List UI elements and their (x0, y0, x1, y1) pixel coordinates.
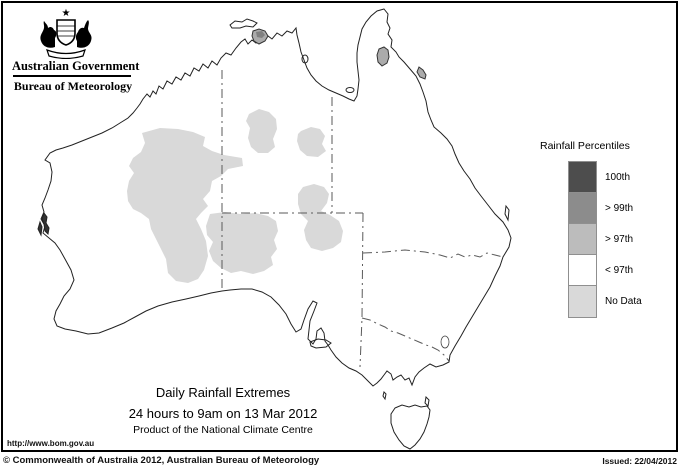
emu-icon (75, 20, 92, 48)
no-data-region-wa-central (127, 128, 243, 283)
no-data-region-nt-sa-centre (298, 184, 343, 251)
legend-title: Rainfall Percentiles (540, 140, 630, 152)
legend-label: < 97th (605, 265, 634, 276)
extreme-region-qld-coast (416, 66, 427, 80)
legend-row: 100th (540, 161, 678, 194)
legend-swatch (568, 192, 597, 225)
legend-swatch (568, 285, 597, 318)
legend-row: > 97th (540, 223, 678, 256)
no-data-regions (127, 109, 343, 283)
state-border-qld-nsw (362, 249, 504, 259)
no-data-region-nt-east (297, 127, 326, 157)
legend-label: > 99th (605, 203, 634, 214)
state-border-nsw-vic (361, 317, 450, 362)
commonwealth-star-icon: ★ (62, 8, 71, 19)
flinders-island (424, 395, 430, 408)
fraser-island (504, 204, 510, 222)
rainfall-percentiles-legend: Rainfall Percentiles 100th > 99th > 97th < … (540, 140, 678, 318)
state-border-sa-east (359, 212, 364, 368)
no-data-region-sa-west (206, 212, 278, 274)
extreme-region-qld-west (376, 46, 390, 67)
copyright-label: © Commonwealth of Australia 2012, Austra… (3, 455, 320, 466)
legend-swatch (568, 254, 597, 287)
king-island (382, 391, 387, 401)
no-data-region-nt-west (246, 109, 277, 153)
bureau-of-meteorology-label: Bureau of Meteorology (13, 79, 133, 93)
australian-coat-of-arms-icon: ★ (40, 8, 92, 59)
melville-island (229, 18, 258, 29)
australian-government-label: Australian Government (12, 59, 140, 73)
map-subtitle-period: 24 hours to 9am on 13 Mar 2012 (128, 406, 318, 421)
shield-icon (56, 19, 76, 46)
shark-bay-inlets (37, 211, 50, 237)
bom-url-label: http://www.bom.gov.au (7, 439, 95, 448)
map-subtitle-product: Product of the National Climate Centre (133, 424, 313, 436)
state-borders (221, 70, 504, 368)
scroll-icon (46, 49, 86, 59)
legend-items: 100th > 99th > 97th < 97th No Data (540, 161, 678, 318)
kangaroo-icon (40, 21, 57, 48)
issued-date-label: Issued: 22/04/2012 (602, 456, 677, 466)
legend-row: > 99th (540, 192, 678, 225)
kangaroo-island (309, 338, 332, 349)
legend-row: < 97th (540, 254, 678, 287)
tasmania-coastline (390, 404, 431, 450)
mornington-island (345, 87, 355, 93)
extreme-rainfall-regions (251, 28, 427, 80)
australia-map (1, 1, 678, 452)
legend-label: No Data (605, 296, 642, 307)
act-border (440, 335, 450, 349)
groote-eylandt (301, 54, 309, 64)
logo-divider (13, 75, 131, 77)
legend-swatch (568, 161, 597, 194)
extreme-region-nt-core (256, 31, 265, 38)
map-frame (1, 1, 678, 452)
legend-row: No Data (540, 285, 678, 318)
legend-label: > 97th (605, 234, 634, 245)
shield-quarters (57, 25, 75, 37)
legend-swatch (568, 223, 597, 256)
legend-label: 100th (605, 172, 631, 183)
map-title: Daily Rainfall Extremes (155, 385, 291, 400)
map-title-block: Daily Rainfall Extremes 24 hours to 9am … (58, 385, 388, 436)
